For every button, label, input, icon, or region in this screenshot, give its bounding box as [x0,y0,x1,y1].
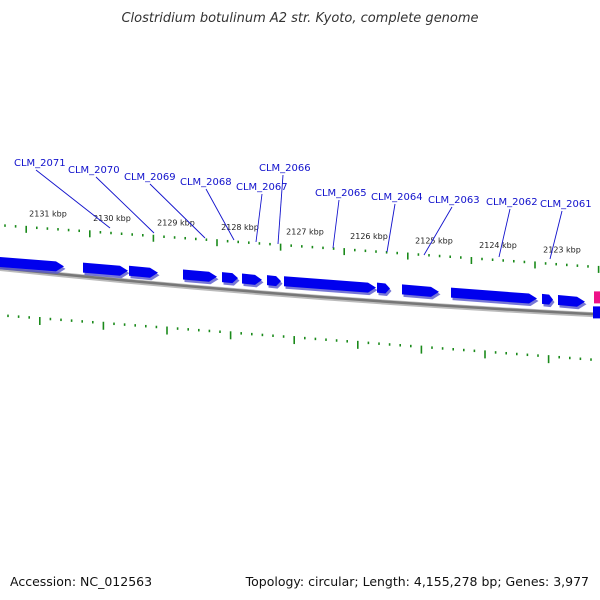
gene-label-text[interactable]: CLM_2063 [428,195,480,206]
gene-label[interactable]: CLM_2066 [259,163,311,245]
gene-label-text[interactable]: CLM_2071 [14,158,66,169]
gene-leader-line [386,203,396,253]
gene-label[interactable]: CLM_2069 [124,172,206,239]
gene-leader-line [149,183,206,239]
gene-arrow[interactable] [129,265,160,281]
gene-arrow[interactable] [0,257,66,274]
gene-arrow[interactable] [83,262,130,279]
map-title: Clostridium botulinum A2 str. Kyoto, com… [121,11,478,26]
outer-ruler-ticks [4,224,600,273]
gene-leader-line [255,193,263,243]
gene-arrow[interactable] [183,269,219,285]
gene-label-text[interactable]: CLM_2062 [486,197,538,208]
gene-leader-line [423,206,453,256]
inner-ruler-ticks [7,314,592,364]
gene-arrow[interactable] [593,306,600,319]
ruler-label: 2130 kbp [93,214,131,223]
gene-arrow[interactable] [284,276,378,296]
gene-leader-line [549,210,563,260]
gene-label-text[interactable]: CLM_2067 [236,182,288,193]
ruler-label: 2127 kbp [286,227,324,236]
gene-label-text[interactable]: CLM_2066 [259,163,311,174]
gene-leader-line [95,176,155,234]
gene-label-text[interactable]: CLM_2069 [124,172,176,183]
ruler-label: 2131 kbp [29,209,67,218]
gene-label-text[interactable]: CLM_2068 [180,177,232,188]
gene-arrow[interactable] [222,272,240,286]
gene-arrow[interactable] [242,273,264,288]
gene-label-text[interactable]: CLM_2064 [371,192,423,203]
gene-leader-line [498,208,511,258]
gene-label[interactable]: CLM_2064 [371,192,423,253]
gene-label[interactable]: CLM_2068 [180,177,235,241]
ruler-label: 2129 kbp [157,218,195,227]
highlighted-gene[interactable] [594,291,600,304]
gene-label-text[interactable]: CLM_2070 [68,165,120,176]
gene-leader-line [205,188,235,241]
gene-label[interactable]: CLM_2062 [486,197,538,258]
gene-track [0,257,600,319]
gene-arrow[interactable] [542,293,555,308]
gene-arrow[interactable] [377,282,392,297]
gene-arrow[interactable] [558,294,587,310]
gene-arrow[interactable] [451,287,539,307]
gene-label[interactable]: CLM_2063 [423,195,480,256]
ruler-label: 2125 kbp [415,236,453,245]
gene-label-text[interactable]: CLM_2065 [315,188,367,199]
gene-leader-line [35,169,111,229]
gene-arrow[interactable] [402,284,441,300]
ruler-label: 2128 kbp [221,223,259,232]
ruler-labels: 2131 kbp 2130 kbp 2129 kbp 2128 kbp 2127 kbp… [29,209,581,254]
gene-label[interactable]: CLM_2070 [68,165,155,234]
gene-label[interactable]: CLM_2071 [14,158,111,229]
gene-label[interactable]: CLM_2065 [315,188,367,249]
gene-label[interactable]: CLM_2061 [540,199,592,260]
accession-text: Accession: NC_012563 [10,574,152,589]
gene-label-text[interactable]: CLM_2061 [540,199,592,210]
gene-label[interactable]: CLM_2067 [236,182,288,243]
ruler-label: 2124 kbp [479,241,517,250]
genome-summary: Topology: circular; Length: 4,155,278 bp… [245,574,589,589]
gene-leader-line [277,174,284,245]
gene-arrow[interactable] [267,275,283,289]
genome-backbone [0,266,600,318]
ruler-label: 2123 kbp [543,245,581,254]
gene-leader-line [332,199,340,249]
ruler-label: 2126 kbp [350,232,388,241]
